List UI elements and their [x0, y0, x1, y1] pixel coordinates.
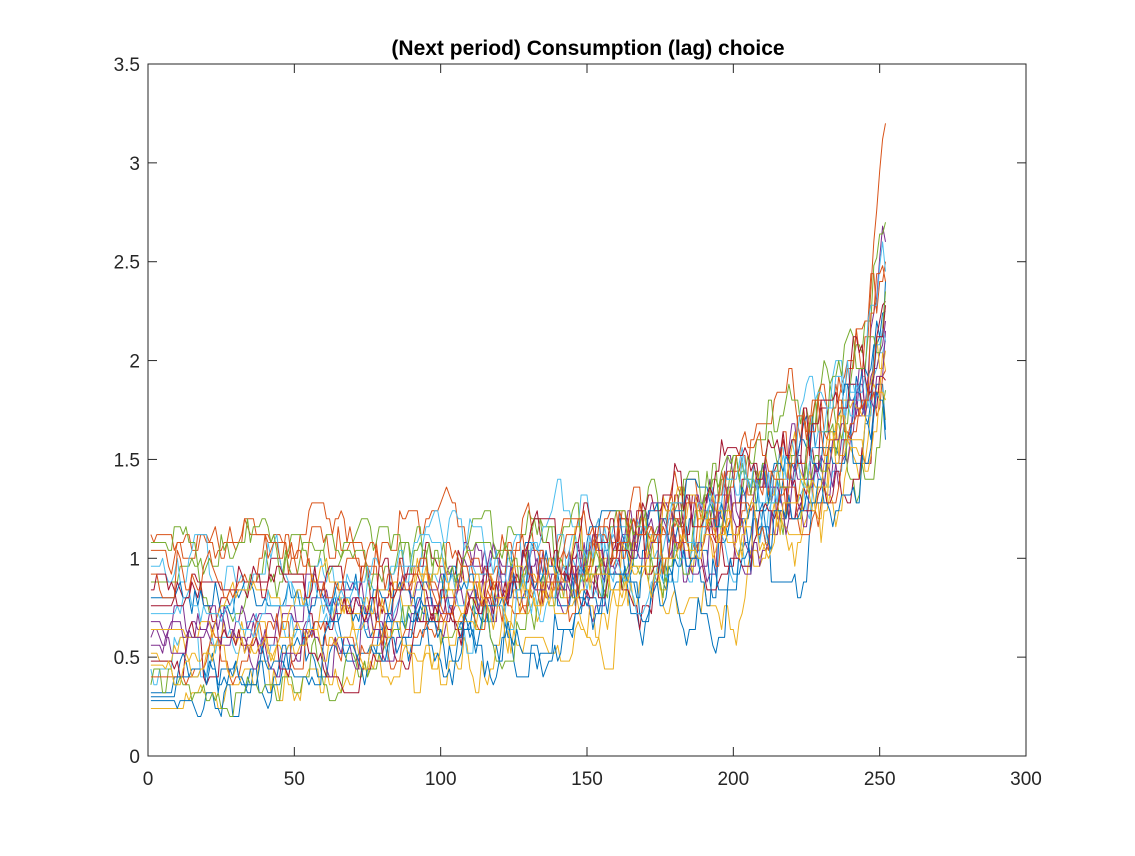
series-line-3 — [150, 391, 886, 709]
series-line-17 — [150, 336, 886, 638]
x-tick-label: 150 — [571, 769, 603, 790]
series-line-22 — [150, 391, 886, 698]
chart-title: (Next period) Consumption (lag) choice — [391, 37, 784, 60]
y-tick-label: 0.5 — [114, 648, 140, 669]
x-tick-label: 250 — [864, 769, 896, 790]
series-line-23 — [150, 265, 886, 615]
series-line-16 — [150, 370, 886, 686]
y-tick-label: 1.5 — [114, 450, 140, 471]
x-tick-label: 100 — [425, 769, 457, 790]
x-tick-label: 0 — [143, 769, 154, 790]
x-tick-label: 300 — [1010, 769, 1042, 790]
y-tick-label: 0 — [129, 747, 140, 768]
plot-background — [148, 64, 1026, 756]
y-tick-label: 2.5 — [114, 253, 140, 274]
y-tick-label: 1 — [129, 549, 140, 570]
series-line-19 — [150, 291, 886, 599]
tick-layer: 0 50 100 150 200 250 300 0 0.5 1 1.5 2 2.5 3 3.5 — [114, 55, 1042, 790]
series-layer — [150, 123, 886, 717]
series-line-24 — [150, 391, 886, 686]
y-tick-label: 3.5 — [114, 55, 140, 76]
y-tick-label: 2 — [129, 352, 140, 373]
series-line-21 — [150, 305, 886, 638]
x-tick-label: 200 — [717, 769, 749, 790]
x-tick-label: 50 — [284, 769, 305, 790]
y-tick-label: 3 — [129, 154, 140, 175]
